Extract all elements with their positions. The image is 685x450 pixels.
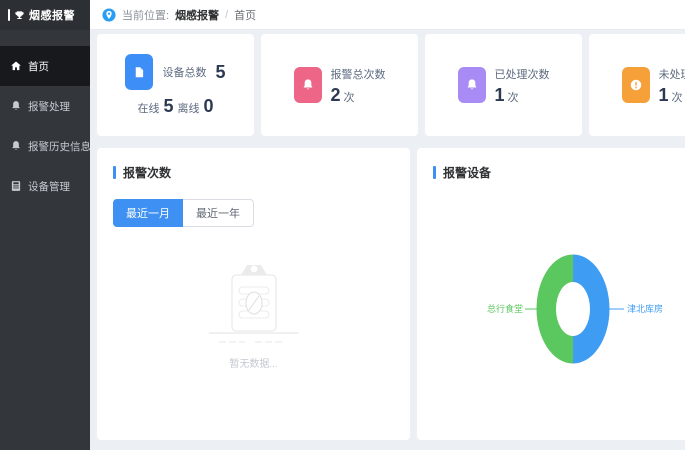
alarm-device-panel: 报警设备 总行食堂 津北库房	[417, 148, 685, 440]
tab-last-year[interactable]: 最近一年	[183, 199, 254, 227]
stat-label: 报警总次数	[330, 68, 386, 81]
stat-card-unhandled: 未处理次数 1 次	[589, 34, 685, 136]
empty-state: 暂无数据...	[113, 257, 394, 370]
location-pin-icon	[102, 7, 116, 22]
pie-slice-warehouse[interactable]	[573, 254, 610, 364]
panel-title-text: 报警设备	[443, 166, 492, 180]
document-icon	[125, 54, 154, 90]
bell-history-icon	[10, 140, 22, 152]
bell-icon	[293, 67, 322, 103]
main-area: 当前位置: 烟感报警 / 首页 设备总数 5 在线	[90, 0, 685, 450]
stat-value: 1	[494, 84, 505, 105]
sidebar-item-label: 报警历史信息	[28, 140, 91, 153]
sidebar-item-alarm-handling[interactable]: 报警处理	[0, 86, 90, 126]
sidebar-item-label: 设备管理	[28, 180, 70, 193]
sidebar-item-device-management[interactable]: 设备管理	[0, 166, 90, 206]
tab-last-month[interactable]: 最近一月	[113, 199, 183, 227]
panel-title: 报警设备	[433, 164, 685, 181]
device-donut-chart[interactable]: 总行食堂 津北库房	[423, 208, 685, 418]
offline-label: 离线	[177, 103, 200, 115]
stat-value: 1	[658, 84, 669, 105]
sidebar: 烟感报警 首页 报警处理 报警历史信息	[0, 0, 91, 450]
title-accent-bar	[433, 166, 436, 179]
sidebar-item-label: 报警处理	[28, 100, 70, 113]
bell-icon	[457, 67, 486, 103]
device-icon	[10, 180, 22, 192]
offline-value: 0	[203, 96, 214, 116]
panel-title-text: 报警次数	[123, 166, 172, 180]
breadcrumb-root[interactable]: 烟感报警	[175, 9, 220, 22]
breadcrumb-separator: /	[225, 8, 229, 21]
range-tabs: 最近一月 最近一年	[113, 199, 394, 227]
breadcrumb-bar: 当前位置: 烟感报警 / 首页	[90, 0, 685, 30]
pie-slice-canteen[interactable]	[536, 254, 574, 364]
breadcrumb-current[interactable]: 首页	[234, 9, 257, 22]
info-icon	[621, 67, 650, 103]
stat-label: 设备总数	[162, 67, 207, 79]
app-logo-icon	[14, 10, 25, 21]
empty-text: 暂无数据...	[229, 359, 278, 370]
empty-illustration	[208, 265, 299, 343]
home-icon	[10, 60, 22, 72]
title-accent-bar	[113, 166, 116, 179]
stat-online-offline: 在线 5 离线 0	[137, 97, 213, 116]
stat-cards-row: 设备总数 5 在线 5 离线 0	[97, 34, 685, 136]
stat-unit: 次	[507, 91, 519, 104]
stat-unit: 次	[343, 91, 355, 104]
sidebar-nav: 首页 报警处理 报警历史信息 设备管理	[0, 30, 91, 206]
logo-divider	[8, 9, 10, 21]
stat-card-handled: 已处理次数 1 次	[425, 34, 582, 136]
stat-card-total-alarms: 报警总次数 2 次	[261, 34, 418, 136]
stat-card-devices: 设备总数 5 在线 5 离线 0	[97, 34, 254, 136]
pie-label-warehouse: 津北库房	[627, 303, 663, 314]
app-title: 烟感报警	[29, 10, 75, 22]
breadcrumb-prefix: 当前位置:	[122, 9, 170, 22]
stat-value: 2	[330, 84, 341, 105]
sidebar-item-home[interactable]: 首页	[0, 46, 90, 86]
bell-icon	[10, 100, 22, 112]
online-value: 5	[163, 96, 174, 116]
app-logo: 烟感报警	[0, 0, 90, 30]
stat-label: 未处理次数	[658, 68, 685, 81]
online-label: 在线	[137, 103, 160, 115]
stat-value: 5	[215, 62, 226, 82]
alarm-count-panel: 报警次数 最近一月 最近一年	[97, 148, 410, 440]
pie-label-canteen: 总行食堂	[487, 303, 523, 314]
panel-title: 报警次数	[113, 164, 394, 181]
panels-row: 报警次数 最近一月 最近一年	[97, 148, 685, 440]
sidebar-item-label: 首页	[28, 60, 49, 73]
stat-unit: 次	[671, 91, 683, 104]
content: 设备总数 5 在线 5 离线 0	[90, 30, 685, 450]
sidebar-item-alarm-history[interactable]: 报警历史信息	[0, 126, 91, 166]
stat-label: 已处理次数	[494, 68, 550, 81]
